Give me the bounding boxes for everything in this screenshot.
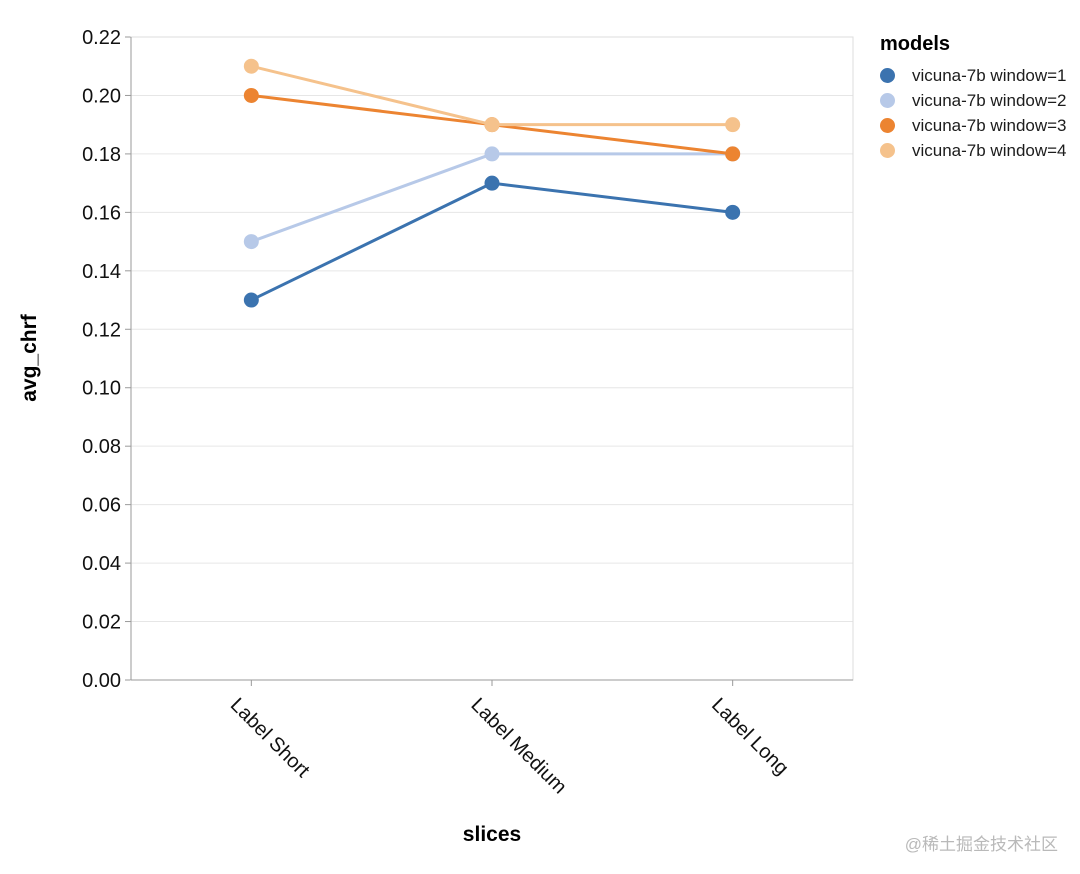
- data-point: [484, 146, 500, 162]
- y-tick-label: 0.00: [82, 670, 121, 692]
- data-point: [725, 117, 741, 133]
- x-axis-title: slices: [462, 823, 522, 846]
- legend-item: vicuna-7b window=3: [880, 113, 1067, 138]
- legend-item: vicuna-7b window=4: [880, 138, 1067, 163]
- data-point: [243, 58, 259, 74]
- y-tick-label: 0.08: [82, 436, 121, 458]
- watermark: @稀土掘金技术社区: [904, 835, 1058, 854]
- legend-item-label: vicuna-7b window=4: [912, 140, 1067, 160]
- legend-title: models: [880, 33, 951, 55]
- y-tick-label: 0.12: [82, 319, 121, 341]
- legend-item: vicuna-7b window=2: [880, 88, 1067, 113]
- data-point: [484, 175, 500, 191]
- data-point: [725, 204, 741, 220]
- y-tick-label: 0.04: [82, 553, 121, 575]
- legend-item: vicuna-7b window=1: [880, 63, 1067, 88]
- y-tick-label: 0.02: [82, 612, 121, 634]
- legend-item-label: vicuna-7b window=3: [912, 115, 1067, 135]
- plot-area: [131, 37, 853, 680]
- legend: models vicuna-7b window=1 vicuna-7b wind…: [880, 33, 1067, 163]
- y-tick-label: 0.18: [82, 144, 121, 166]
- legend-swatch: [880, 143, 895, 158]
- data-point: [243, 292, 259, 308]
- data-point: [484, 117, 500, 133]
- data-point: [725, 146, 741, 162]
- x-tick-label: Label Medium: [466, 694, 570, 798]
- data-point: [243, 234, 259, 250]
- legend-swatch: [880, 68, 895, 83]
- y-tick-label: 0.16: [82, 202, 121, 224]
- legend-item-label: vicuna-7b window=1: [912, 65, 1067, 85]
- y-tick-label: 0.06: [82, 495, 121, 517]
- data-point: [243, 87, 259, 103]
- x-tick-label: Label Long: [707, 694, 793, 780]
- x-tick-label: Label Short: [226, 694, 314, 782]
- y-tick-label: 0.22: [82, 27, 121, 49]
- y-tick-label: 0.14: [82, 261, 121, 283]
- y-tick-label: 0.20: [82, 85, 121, 107]
- y-axis-title: avg_chrf: [18, 314, 41, 402]
- legend-swatch: [880, 118, 895, 133]
- legend-swatch: [880, 93, 895, 108]
- y-tick-label: 0.10: [82, 378, 121, 400]
- legend-item-label: vicuna-7b window=2: [912, 90, 1067, 110]
